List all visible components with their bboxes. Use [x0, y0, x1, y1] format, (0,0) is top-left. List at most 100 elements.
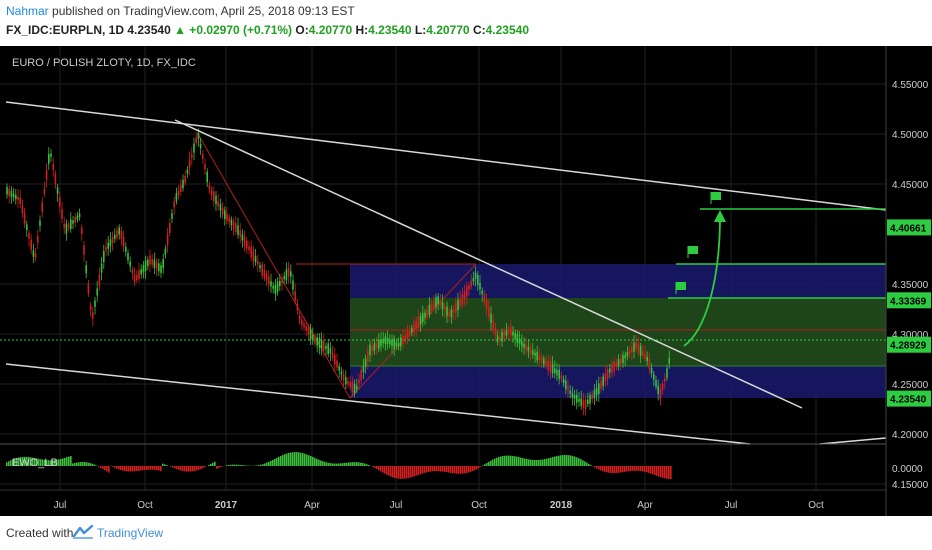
candle-body [241, 234, 244, 241]
ewo-bar [192, 466, 194, 472]
candle-body [263, 269, 266, 278]
candle-body [8, 188, 10, 196]
time-axis[interactable]: Jul Oct 2017 Apr Jul Oct 2018 Apr Jul Oct [54, 500, 824, 511]
candle-body [362, 365, 365, 373]
candle-body [169, 223, 171, 233]
ewo-bar [296, 452, 298, 466]
ewo-bar [194, 466, 196, 471]
ewo-bar [44, 459, 46, 466]
candle-body [235, 223, 237, 232]
candle-body [411, 328, 413, 333]
ewo-bar [94, 464, 96, 466]
candle-body [327, 343, 329, 355]
ewo-bar [352, 462, 354, 466]
ewo-bar [306, 454, 308, 466]
ewo-bar [214, 461, 216, 466]
candle-body [516, 334, 519, 344]
ewo-bar [18, 457, 20, 466]
author-link[interactable]: Nahmar [6, 4, 49, 18]
candle-body [573, 395, 576, 399]
ewo-bar [526, 458, 528, 466]
ewo-bar [554, 456, 556, 466]
price-tick: 4.25000 [892, 380, 929, 391]
price-tick: 4.20000 [892, 430, 929, 441]
ewo-bar [594, 466, 596, 468]
tradingview-logo-icon[interactable] [72, 524, 94, 545]
ewo-bar [330, 463, 332, 466]
ewo-bar [426, 466, 428, 473]
ewo-bar [284, 454, 286, 466]
ewo-bar [610, 466, 612, 473]
candle-body [593, 390, 596, 399]
descending-trendline[interactable] [174, 119, 803, 409]
ewo-bar [356, 462, 358, 466]
ewo-histogram [6, 452, 672, 480]
candle-body [633, 342, 635, 352]
ewo-bar [210, 463, 212, 466]
candle-body [653, 374, 655, 380]
ewo-bar [340, 463, 342, 466]
candle-body [642, 351, 644, 356]
ewo-bar [478, 466, 480, 468]
lower-channel-line[interactable] [5, 363, 751, 445]
ewo-bar [440, 466, 442, 472]
ewo-bar [470, 466, 472, 472]
ewo-bar [48, 460, 50, 466]
ewo-bar [378, 466, 380, 471]
ewo-bar [108, 466, 110, 473]
ewo-bar [616, 466, 618, 473]
ewo-bar [300, 452, 302, 466]
ewo-bar [328, 462, 330, 466]
candle-body [560, 375, 563, 380]
candle-body [331, 352, 334, 358]
low-value: 4.20770 [426, 23, 470, 37]
candle-body [606, 369, 609, 379]
ewo-bar [58, 459, 60, 466]
price-level-text: 4.33369 [890, 296, 927, 307]
ewo-bar [472, 466, 474, 471]
candle-body [389, 339, 391, 345]
ewo-bar [142, 466, 144, 471]
candle-body [545, 361, 547, 366]
candle-body [364, 358, 367, 367]
candle-body [554, 368, 556, 374]
candle-body [144, 260, 147, 272]
ewo-bar [576, 457, 578, 466]
ewo-bar [452, 466, 454, 474]
candle-body [6, 186, 8, 195]
candle-body [567, 386, 569, 391]
ewo-bar [466, 466, 468, 473]
ewo-bar [622, 466, 624, 473]
ewo-bar [126, 466, 128, 472]
candle-body [360, 369, 362, 381]
candle-body [655, 380, 657, 387]
candle-body [224, 210, 226, 219]
chart-area[interactable]: EURO / POLISH ZLOTY, 1D, FX_IDC EWO_LB 4… [0, 30, 932, 541]
tradingview-link[interactable]: TradingView [97, 526, 164, 540]
candle-body [100, 263, 103, 273]
ewo-bar [552, 457, 554, 466]
ewo-bar [304, 453, 306, 466]
ewo-bar [312, 456, 314, 466]
candle-body [257, 261, 259, 265]
ewo-bar [62, 458, 64, 466]
ewo-bar [636, 466, 638, 471]
ewo-bar [92, 463, 94, 466]
candle-body [626, 352, 629, 357]
ewo-bar [32, 457, 34, 466]
ewo-bar [520, 457, 522, 466]
indicator-zero-tick: 0.0000 [892, 464, 923, 475]
price-chart[interactable]: EURO / POLISH ZLOTY, 1D, FX_IDC EWO_LB 4… [0, 30, 932, 541]
candle-body [556, 369, 558, 376]
ewo-bar [182, 466, 184, 471]
ewo-bar [38, 458, 40, 466]
upper-channel-line[interactable] [5, 101, 887, 211]
ewo-bar [606, 466, 608, 473]
ewo-bar [456, 466, 458, 474]
candle-body [237, 225, 239, 235]
ewo-bar [114, 466, 116, 468]
ewo-bar [144, 466, 146, 471]
high-label: H: [355, 23, 369, 37]
candle-body [204, 164, 206, 170]
green-zone [350, 298, 886, 366]
